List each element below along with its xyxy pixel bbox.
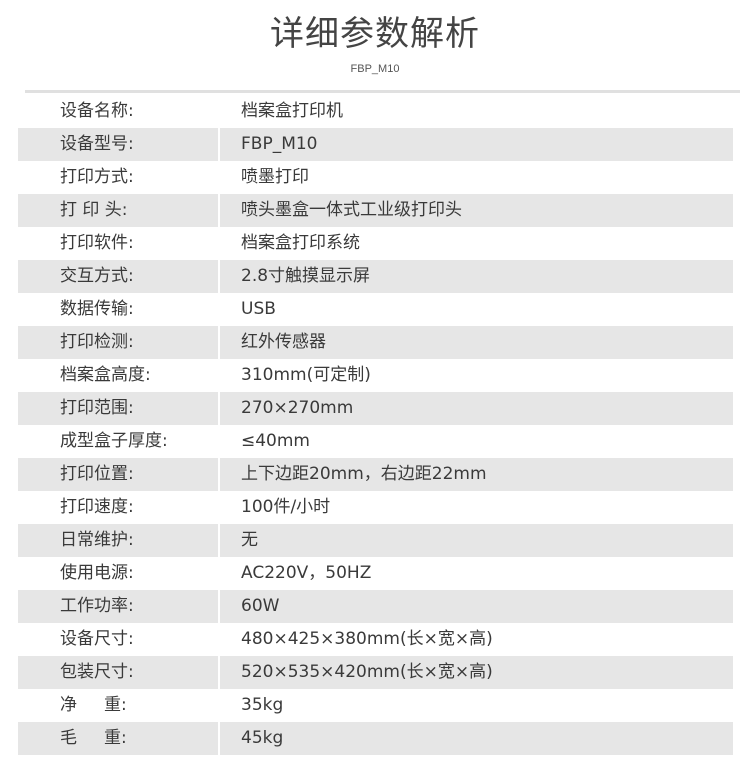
spec-row: 打印位置: 上下边距20mm，右边距22mm bbox=[18, 458, 733, 491]
spec-value: 档案盒打印机 bbox=[241, 101, 343, 121]
spec-value: 上下边距20mm，右边距22mm bbox=[241, 464, 487, 484]
spec-label: 打 印 头: bbox=[60, 200, 128, 220]
header-divider bbox=[25, 90, 740, 93]
spec-row: 打印检测: 红外传感器 bbox=[18, 326, 733, 359]
spec-label: 打印速度: bbox=[60, 497, 134, 517]
spec-label: 设备型号: bbox=[60, 134, 134, 154]
spec-row: 打印方式: 喷墨打印 bbox=[18, 161, 733, 194]
spec-label: 打印软件: bbox=[60, 233, 134, 253]
spec-row: 交互方式: 2.8寸触摸显示屏 bbox=[18, 260, 733, 293]
spec-value: 喷头墨盒一体式工业级打印头 bbox=[241, 200, 462, 220]
spec-row: 打 印 头: 喷头墨盒一体式工业级打印头 bbox=[18, 194, 733, 227]
spec-value: ≤40mm bbox=[241, 431, 310, 451]
spec-value: 档案盒打印系统 bbox=[241, 233, 360, 253]
spec-label: 成型盒子厚度: bbox=[60, 431, 168, 451]
spec-value: 270×270mm bbox=[241, 398, 354, 418]
spec-row: 包装尺寸: 520×535×420mm(长×宽×高) bbox=[18, 656, 733, 689]
spec-row: 打印范围: 270×270mm bbox=[18, 392, 733, 425]
spec-value: 60W bbox=[241, 596, 280, 616]
spec-row: 打印软件: 档案盒打印系统 bbox=[18, 227, 733, 260]
spec-label: 毛 重: bbox=[60, 728, 127, 748]
spec-value: 100件/小时 bbox=[241, 497, 331, 517]
spec-value: 2.8寸触摸显示屏 bbox=[241, 266, 371, 286]
spec-value: 520×535×420mm(长×宽×高) bbox=[241, 662, 493, 682]
spec-row: 设备名称: 档案盒打印机 bbox=[18, 95, 733, 128]
page-subtitle: FBP_M10 bbox=[350, 63, 400, 75]
spec-row: 净 重: 35kg bbox=[18, 689, 733, 722]
spec-row: 使用电源: AC220V，50HZ bbox=[18, 557, 733, 590]
spec-value: AC220V，50HZ bbox=[241, 563, 372, 583]
spec-label: 打印检测: bbox=[60, 332, 134, 352]
spec-row: 成型盒子厚度: ≤40mm bbox=[18, 425, 733, 458]
spec-value: 35kg bbox=[241, 695, 284, 715]
spec-row: 档案盒高度: 310mm(可定制) bbox=[18, 359, 733, 392]
spec-row: 工作功率: 60W bbox=[18, 590, 733, 623]
spec-value: 喷墨打印 bbox=[241, 167, 309, 187]
spec-label: 包装尺寸: bbox=[60, 662, 134, 682]
spec-row: 毛 重: 45kg bbox=[18, 722, 733, 755]
spec-label: 日常维护: bbox=[60, 530, 134, 550]
spec-row: 数据传输: USB bbox=[18, 293, 733, 326]
spec-label: 工作功率: bbox=[60, 596, 134, 616]
spec-row: 日常维护: 无 bbox=[18, 524, 733, 557]
spec-label: 档案盒高度: bbox=[60, 365, 151, 385]
spec-label: 设备名称: bbox=[60, 101, 134, 121]
spec-label: 打印范围: bbox=[60, 398, 134, 418]
spec-value: 无 bbox=[241, 530, 258, 550]
spec-row: 设备尺寸: 480×425×380mm(长×宽×高) bbox=[18, 623, 733, 656]
spec-label: 数据传输: bbox=[60, 299, 134, 319]
spec-label: 交互方式: bbox=[60, 266, 134, 286]
page-title: 详细参数解析 bbox=[270, 14, 480, 54]
spec-label: 使用电源: bbox=[60, 563, 134, 583]
spec-label: 设备尺寸: bbox=[60, 629, 134, 649]
spec-table: 设备名称: 档案盒打印机设备型号: FBP_M10 打印方式: 喷墨打印打 印 头: 喷头… bbox=[18, 95, 733, 755]
spec-label: 打印位置: bbox=[60, 464, 134, 484]
spec-value: 310mm(可定制) bbox=[241, 365, 371, 385]
spec-value: FBP_M10 bbox=[241, 134, 318, 154]
spec-value: USB bbox=[241, 299, 276, 319]
spec-row: 打印速度: 100件/小时 bbox=[18, 491, 733, 524]
spec-value: 红外传感器 bbox=[241, 332, 326, 352]
spec-label: 打印方式: bbox=[60, 167, 134, 187]
spec-value: 45kg bbox=[241, 728, 284, 748]
spec-row: 设备型号: FBP_M10 bbox=[18, 128, 733, 161]
spec-value: 480×425×380mm(长×宽×高) bbox=[241, 629, 493, 649]
spec-label: 净 重: bbox=[60, 695, 127, 715]
